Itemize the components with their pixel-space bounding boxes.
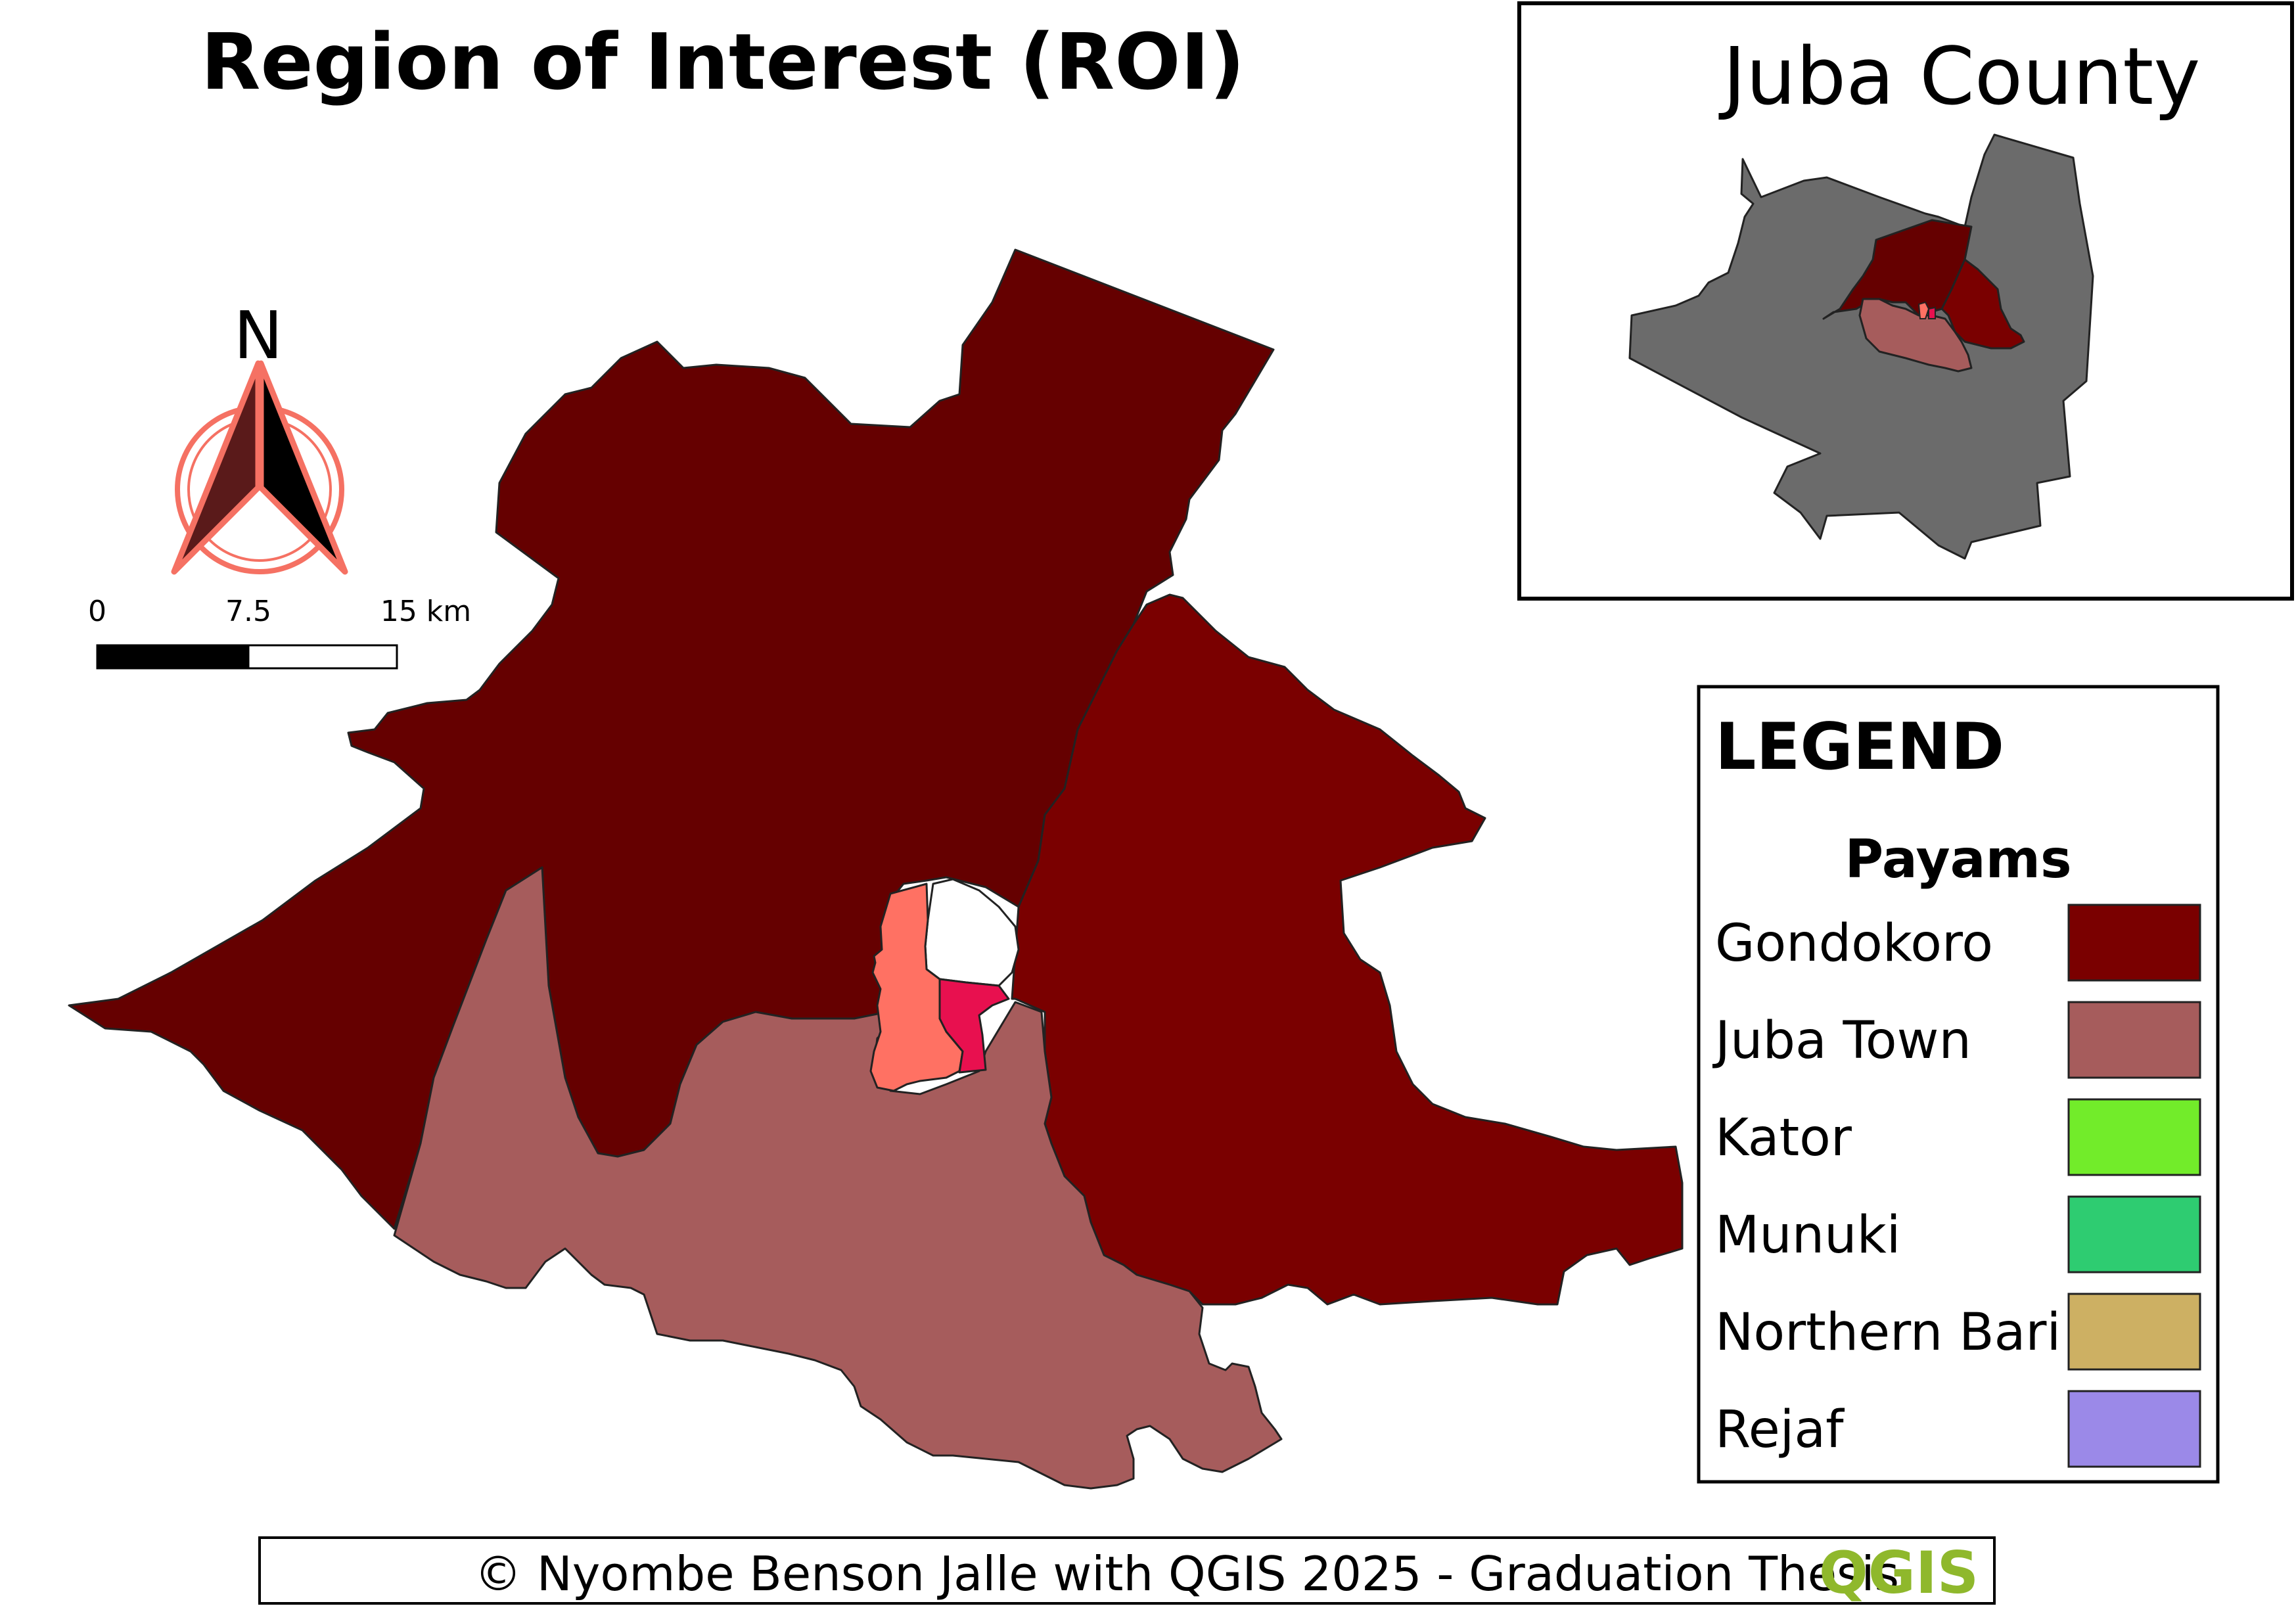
scale-tick-mid: 7.5 [225,595,271,628]
scale-bar-segment-white [247,644,398,670]
scale-tick-0: 0 [88,595,106,628]
legend-label: Munuki [1715,1206,1900,1265]
legend-label: Gondokoro [1715,914,1993,973]
legend-label: Rejaf [1715,1400,1845,1459]
legend-item: Gondokoro [1715,904,2201,982]
inset-title: Juba County [1718,32,2201,123]
region-gondokoro[interactable] [1011,593,1684,1306]
legend-label: Kator [1715,1109,1852,1168]
legend: LEGEND Payams Gondokoro Juba Town Kator … [1697,685,2220,1484]
scale-tick-end: 15 km [380,595,471,628]
legend-subheading: Payams [1845,829,2071,890]
scale-bar: 0 7.5 15 km [88,595,471,670]
inset-roi-crimson[interactable] [1928,306,1936,319]
legend-swatch [2067,1195,2201,1273]
inset-roi-gondokoro[interactable] [1940,258,2025,350]
north-arrow: N [171,297,348,575]
footer: © Nyombe Benson Jalle with QGIS 2025 - G… [258,1536,1996,1606]
legend-swatch [2067,904,2201,982]
footer-credit: © Nyombe Benson Jalle with QGIS 2025 - G… [474,1546,1899,1601]
legend-swatch [2067,1098,2201,1176]
legend-item: Juba Town [1712,1001,2201,1079]
qgis-logo: QGIS [1819,1539,1979,1606]
legend-label: Northern Bari [1715,1303,2061,1362]
north-label: N [234,297,283,374]
region-crimson[interactable] [938,978,1010,1074]
inset-roi-salmon[interactable] [1917,301,1930,319]
legend-swatch [2067,1390,2201,1468]
legend-swatch [2067,1001,2201,1079]
map-title: Region of Interest (ROI) [201,16,1245,107]
inset-county[interactable] [1628,133,2094,560]
legend-item: Rejaf [1715,1390,2201,1468]
compass-arrow-left [171,360,262,575]
footer-frame [258,1536,1996,1605]
legend-item: Kator [1715,1098,2201,1176]
inset-map: Juba County [1517,1,2294,601]
compass-arrow-right [258,360,348,575]
legend-swatch [2067,1293,2201,1371]
legend-heading: LEGEND [1715,710,2004,785]
scale-bar-segment-black [96,644,250,670]
main-map [68,248,1684,1490]
legend-label: Juba Town [1712,1011,1971,1070]
legend-item: Munuki [1715,1195,2201,1273]
inset-roi-juba-town[interactable] [1858,298,1973,373]
legend-item: Northern Bari [1715,1293,2201,1371]
region-salmon[interactable] [869,883,964,1092]
